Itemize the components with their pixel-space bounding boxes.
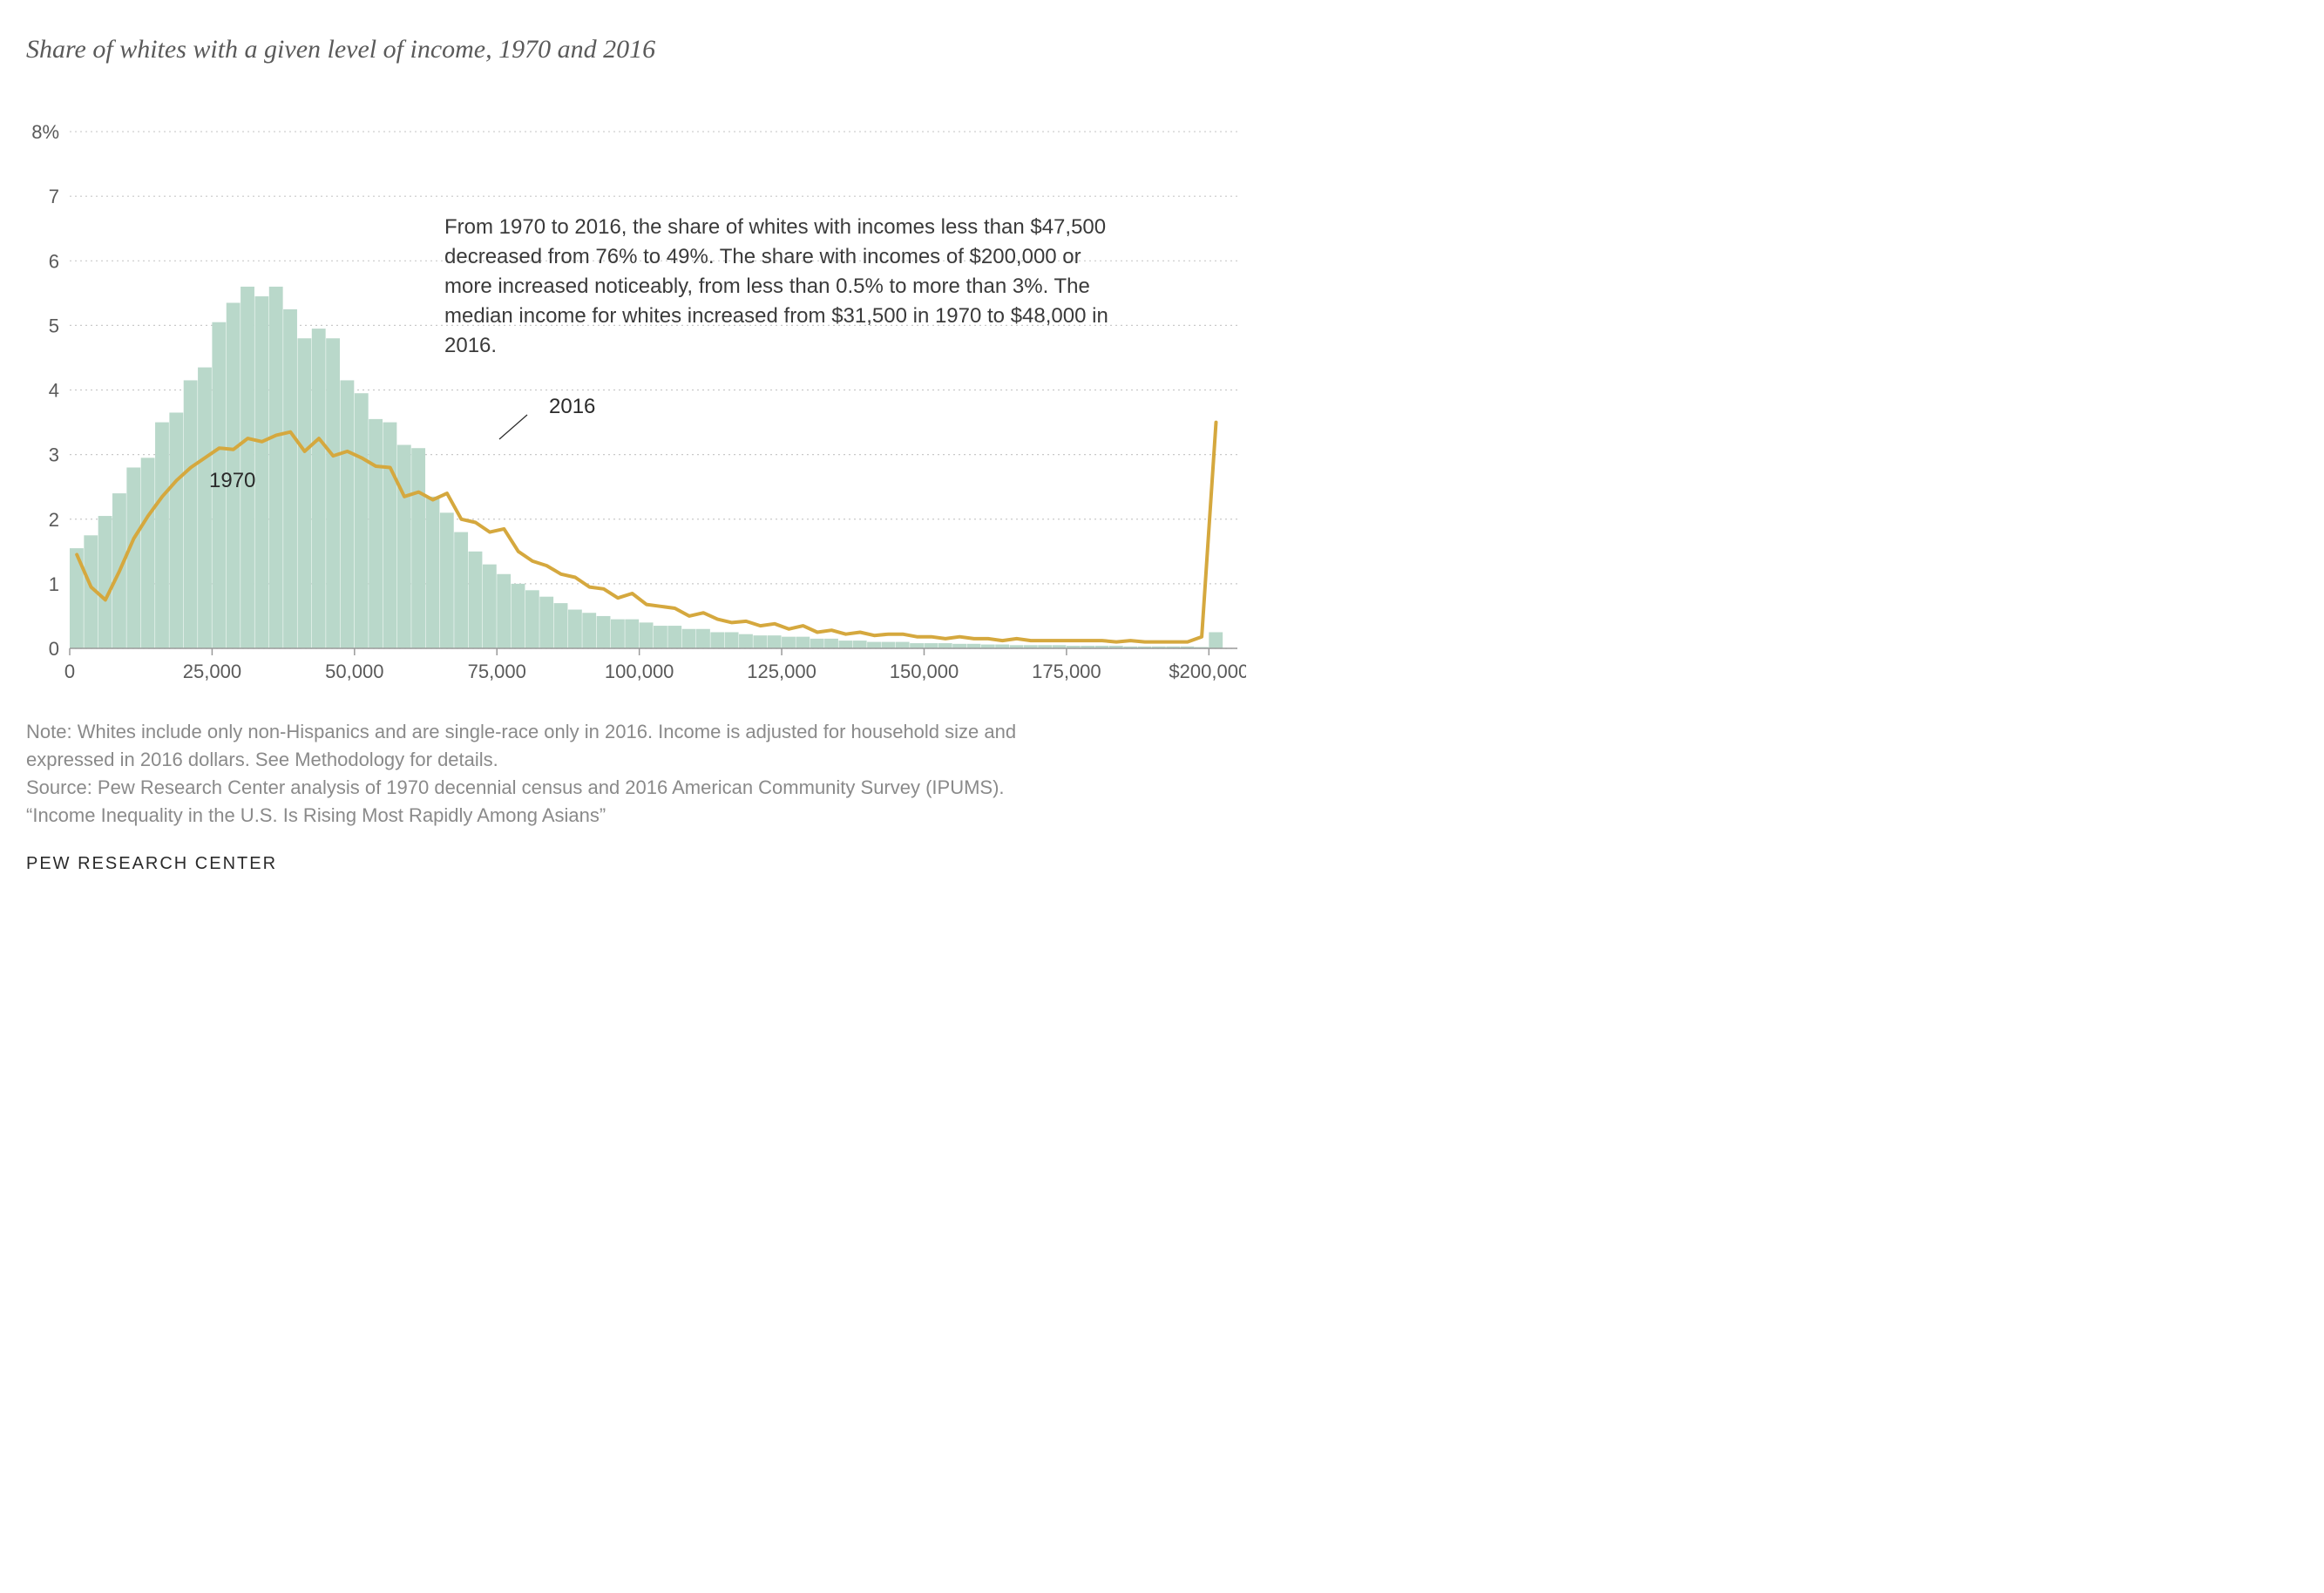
svg-text:3: 3 [49,444,59,466]
svg-text:0: 0 [49,638,59,660]
note-line: expressed in 2016 dollars. See Methodolo… [26,746,1229,774]
svg-text:4: 4 [49,380,59,402]
svg-text:100,000: 100,000 [605,661,674,682]
chart-annotation: From 1970 to 2016, the share of whites w… [444,213,1124,361]
source-line: Source: Pew Research Center analysis of … [26,774,1229,802]
chart-svg: 0 1 2 3 4 5 6 7 8% 0 25,000 50,000 75,000 100,000 125,… [26,91,1246,701]
svg-text:25,000: 25,000 [183,661,241,682]
note-line: Note: Whites include only non-Hispanics … [26,718,1229,746]
chart-area: 0 1 2 3 4 5 6 7 8% 0 25,000 50,000 75,000 100,000 125,… [26,91,1246,701]
svg-text:75,000: 75,000 [468,661,526,682]
series-label-1970: 1970 [209,469,255,492]
svg-text:150,000: 150,000 [890,661,959,682]
svg-text:7: 7 [49,186,59,207]
svg-text:5: 5 [49,315,59,337]
chart-title: Share of whites with a given level of in… [26,35,1246,64]
attribution: PEW RESEARCH CENTER [26,854,1246,874]
svg-text:$200,000: $200,000 [1169,661,1246,682]
svg-text:50,000: 50,000 [325,661,383,682]
svg-text:6: 6 [49,250,59,272]
chart-notes: Note: Whites include only non-Hispanics … [26,718,1229,830]
svg-text:175,000: 175,000 [1032,661,1101,682]
svg-text:8%: 8% [31,121,59,143]
svg-text:2: 2 [49,509,59,531]
svg-text:125,000: 125,000 [747,661,816,682]
report-line: “Income Inequality in the U.S. Is Rising… [26,802,1229,830]
svg-text:0: 0 [64,661,75,682]
svg-text:1: 1 [49,573,59,595]
series-label-2016: 2016 [549,395,595,418]
